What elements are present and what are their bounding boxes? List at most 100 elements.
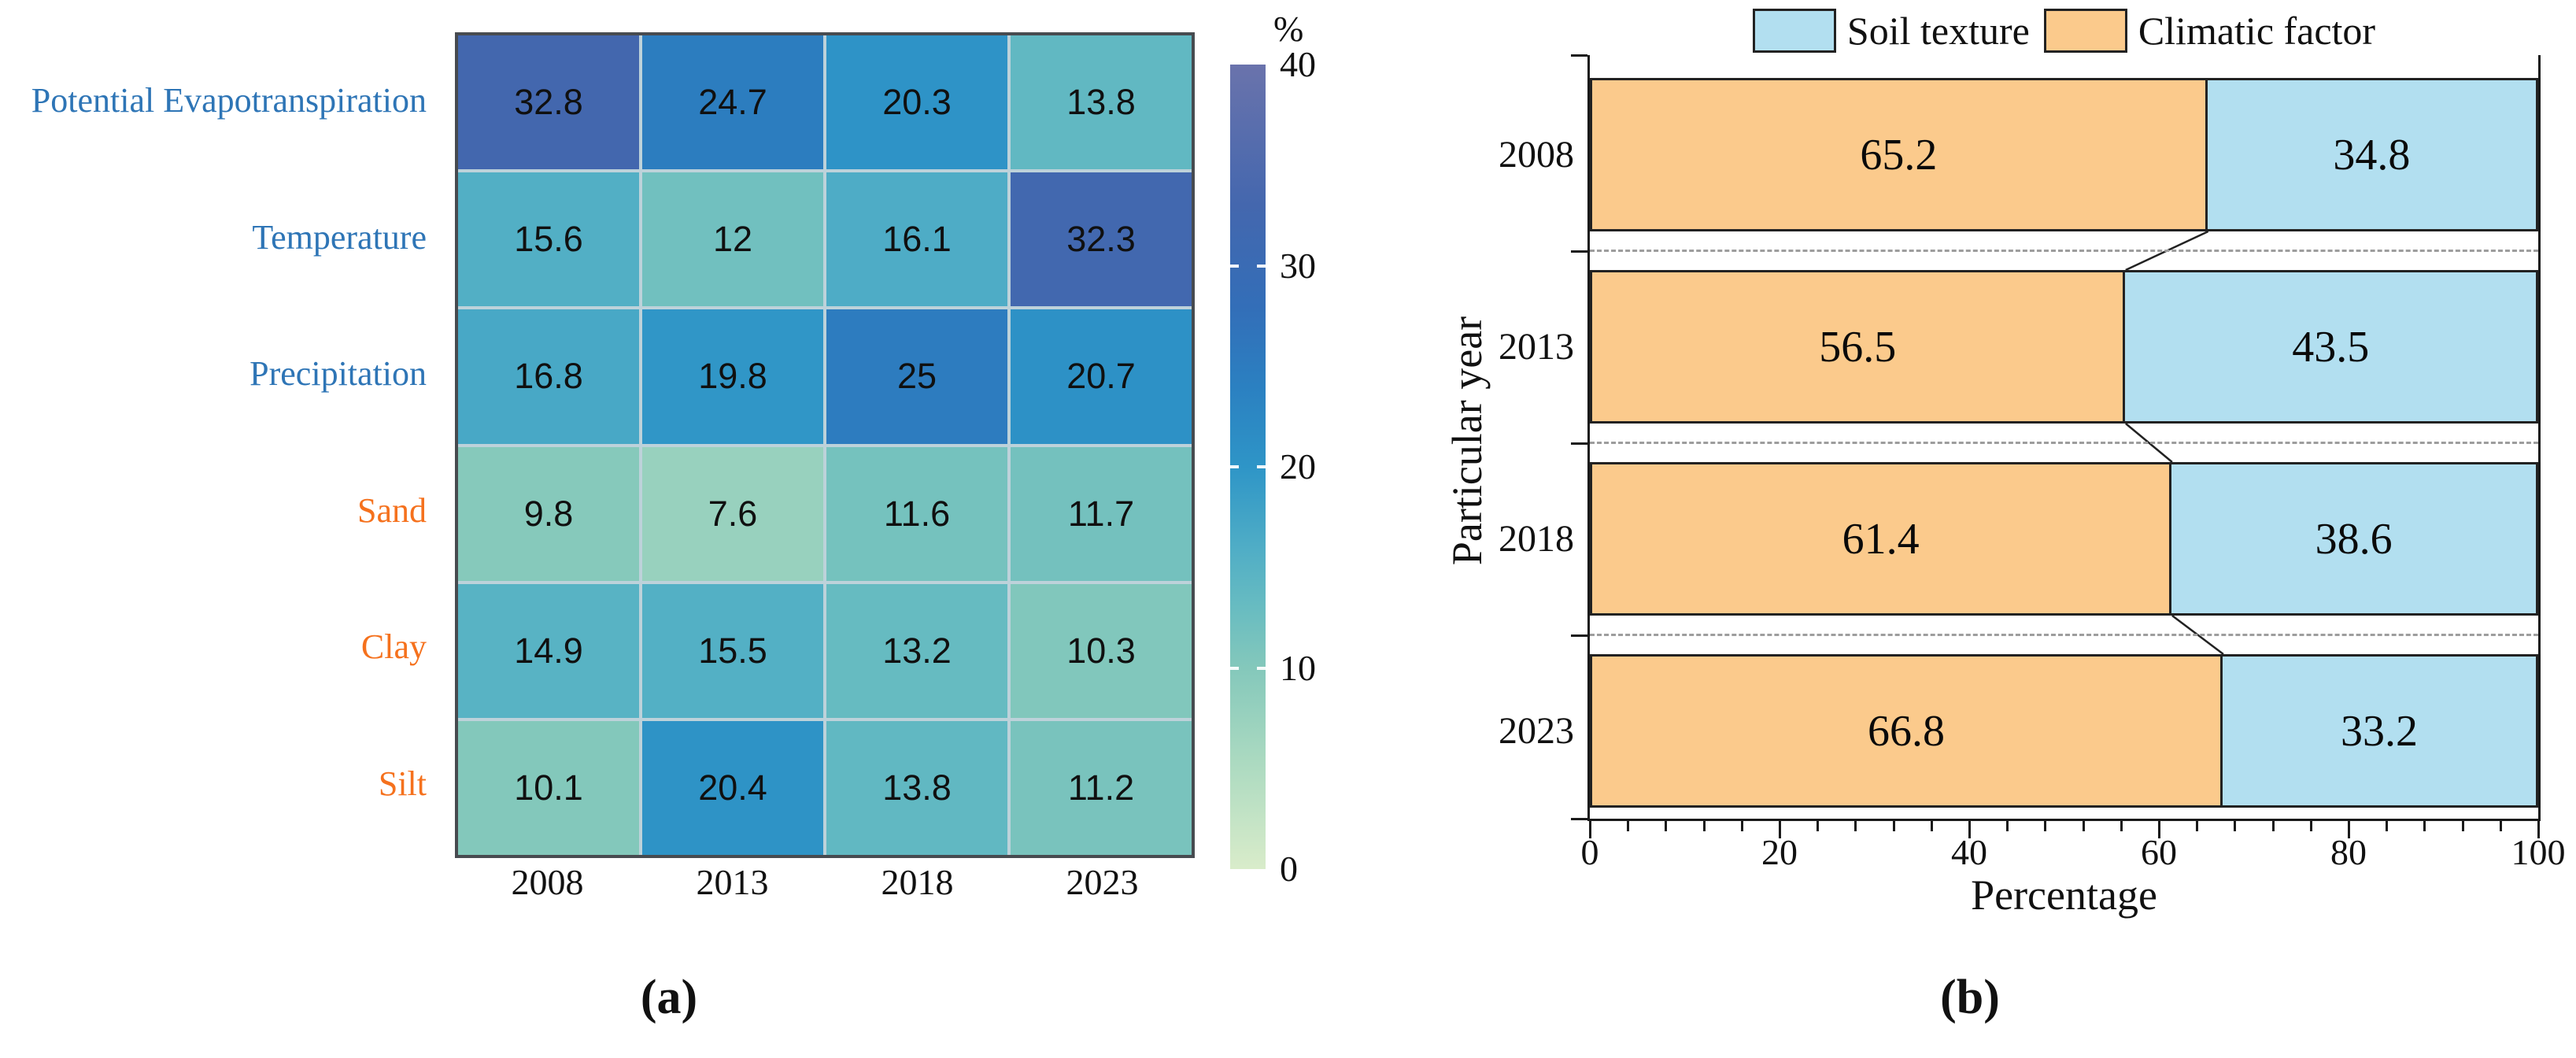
colorbar-tick-label: 0 [1280,849,1298,889]
heatmap-cell: 24.7 [642,35,823,170]
x-axis-minor-tick [2271,821,2275,831]
y-axis-spine [1587,55,1590,821]
bar-segment-soil-texture: 33.2 [2222,657,2536,805]
x-tick-label: 80 [2330,832,2367,872]
x-axis-title: Percentage [1971,871,2157,919]
panel-a-label: (a) [640,971,698,1024]
heatmap-row-labels: Potential Evapotranspiration Temperature P… [0,32,441,852]
legend-swatch [1752,9,1836,53]
heatmap-x-tick-label: 2008 [511,862,584,902]
x-axis-major-tick [1968,821,1971,838]
y-tick-label: 2008 [1499,133,1574,176]
bar-row: 61.4 38.6 [1590,462,2538,616]
x-axis-spine [1587,819,2541,821]
heatmap-cell: 13.8 [826,720,1007,855]
gap-dashed-line [1590,441,2538,444]
heatmap-x-tick-label: 2013 [696,862,769,902]
x-axis-minor-tick [1817,821,1820,831]
x-axis-major-tick [1589,821,1591,838]
x-axis-major-tick [2348,821,2350,838]
y-tick-label: 2018 [1499,517,1574,560]
x-axis-minor-tick [1702,821,1706,831]
heatmap-row-label: Temperature [252,217,427,257]
colorbar-tick-label: 40 [1280,44,1316,84]
heatmap-cell: 7.6 [642,446,823,581]
x-tick-label: 40 [1951,832,1987,872]
heatmap-cell: 20.3 [826,35,1007,170]
bar-segment-climatic-factor: 56.5 [1592,272,2126,421]
colorbar-tick-notch [1257,264,1266,268]
x-axis-major-tick [1779,821,1781,838]
x-axis-minor-tick [2082,821,2085,831]
bar-segment-soil-texture: 38.6 [2171,464,2536,613]
heatmap-x-tick-label: 2023 [1066,862,1139,902]
x-axis-minor-tick [2499,821,2502,831]
bar-segment-climatic-factor: 61.4 [1592,464,2172,613]
colorbar-tick-notch [1230,666,1239,670]
heatmap-cell: 13.8 [1011,35,1192,170]
bar-segment-climatic-factor: 65.2 [1592,80,2208,229]
x-axis-minor-tick [1930,821,1933,831]
gap-dashed-line [1590,633,2538,636]
x-axis-minor-tick [2196,821,2199,831]
bar-row: 56.5 43.5 [1590,270,2538,424]
x-tick-label: 20 [1761,832,1798,872]
heatmap-row-label: Potential Evapotranspiration [31,81,427,120]
x-axis-minor-tick [2386,821,2389,831]
x-axis-minor-tick [2423,821,2426,831]
heatmap-cell: 20.7 [1011,309,1192,444]
heatmap-cell: 11.2 [1011,720,1192,855]
x-axis-minor-tick [2461,821,2464,831]
colorbar-unit-label: % [1273,9,1304,49]
heatmap-cell: 11.7 [1011,446,1192,581]
bar-segment-soil-texture: 43.5 [2125,272,2536,421]
heatmap-cell: 9.8 [458,446,639,581]
y-tick-label: 2023 [1499,709,1574,752]
heatmap-cell: 16.1 [826,172,1007,307]
heatmap-cell: 19.8 [642,309,823,444]
right-spine [2538,55,2541,821]
x-axis-minor-tick [1892,821,1895,831]
heatmap-cell: 32.8 [458,35,639,170]
colorbar-tick-label: 20 [1280,446,1316,486]
heatmap-cell: 12 [642,172,823,307]
heatmap-row-label: Sand [357,490,427,530]
legend-item: Climatic factor [2043,8,2376,54]
x-tick-label: 60 [2141,832,2177,872]
gap-connector-lines [2125,230,2224,655]
heatmap-row-label: Silt [378,764,427,803]
colorbar-tick-label: 30 [1280,245,1316,286]
bar-segment-climatic-factor: 66.8 [1592,657,2223,805]
bar-row: 65.2 34.8 [1590,78,2538,231]
x-axis-minor-tick [1665,821,1668,831]
y-tick-label: 2013 [1499,325,1574,368]
x-axis-minor-tick [2234,821,2237,831]
bar-segment-soil-texture: 34.8 [2207,80,2536,229]
panel-b-label: (b) [1940,971,2000,1024]
heatmap-x-axis-labels: 2008 2013 2018 2023 [455,861,1195,905]
x-axis-minor-tick [2006,821,2009,831]
bar-plot-area: 65.2 34.8 56.5 43.5 61.4 38.6 66.8 33.2 [1590,55,2538,819]
y-axis-tick [1571,442,1587,445]
x-axis-major-tick [2537,821,2540,838]
x-axis-minor-tick [1740,821,1743,831]
x-axis-minor-tick [2309,821,2312,831]
x-axis-major-tick [2158,821,2160,838]
heatmap-cell: 16.8 [458,309,639,444]
bar-row: 66.8 33.2 [1590,654,2538,808]
colorbar-tick-label: 10 [1280,647,1316,688]
y-axis-tick [1571,818,1587,820]
y-axis-tick [1571,54,1587,57]
heatmap-cell: 14.9 [458,583,639,718]
colorbar-tick-notch [1257,666,1266,670]
x-tick-label: 100 [2511,832,2566,872]
heatmap-cell: 13.2 [826,583,1007,718]
legend-label: Soil texture [1846,9,2030,53]
colorbar-tick-notch [1230,465,1239,468]
heatmap-cell: 32.3 [1011,172,1192,307]
x-axis-minor-tick [1854,821,1857,831]
legend-label: Climatic factor [2138,9,2376,53]
y-axis-tick [1571,634,1587,637]
heatmap-cell: 10.1 [458,720,639,855]
